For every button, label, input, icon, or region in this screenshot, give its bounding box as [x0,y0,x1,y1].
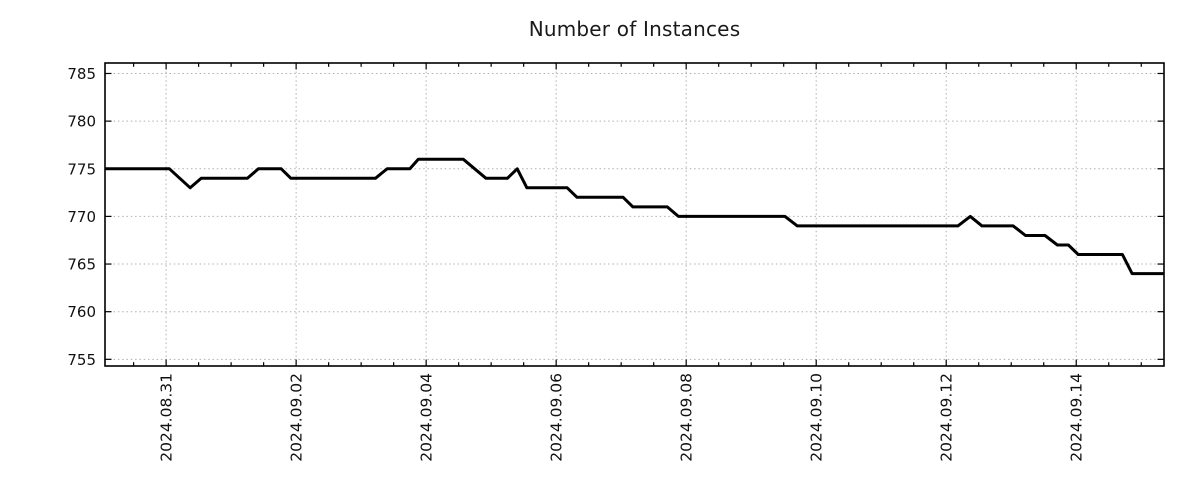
data-series [105,157,1164,276]
x-tick-label: 2024.09.10 [808,373,826,462]
x-tick-label: 2024.09.06 [548,373,566,462]
x-tick-label: 2024.08.31 [158,373,176,462]
tick-marks [105,63,1164,366]
y-tick-label: 780 [67,113,96,131]
y-tick-label: 775 [67,160,96,178]
y-tick-label: 760 [67,303,96,321]
x-tick-label: 2024.09.02 [288,373,306,462]
plot-border [104,62,1165,367]
y-tick-label: 785 [67,65,96,83]
x-tick-label: 2024.09.14 [1068,373,1086,462]
x-tick-label: 2024.09.12 [938,373,956,462]
chart-title: Number of Instances [528,17,741,41]
tick-labels: 755 760 765 770 775 780 785 2024.08.31 2024.09.0… [67,65,1085,462]
x-tick-label: 2024.09.08 [678,373,696,462]
y-tick-label: 770 [67,208,96,226]
series-line-instances [105,157,1164,276]
x-tick-label: 2024.09.04 [418,373,436,462]
gridlines [105,63,1164,366]
y-tick-label: 755 [67,351,96,369]
axes-border [104,62,1165,367]
y-tick-label: 765 [67,256,96,274]
